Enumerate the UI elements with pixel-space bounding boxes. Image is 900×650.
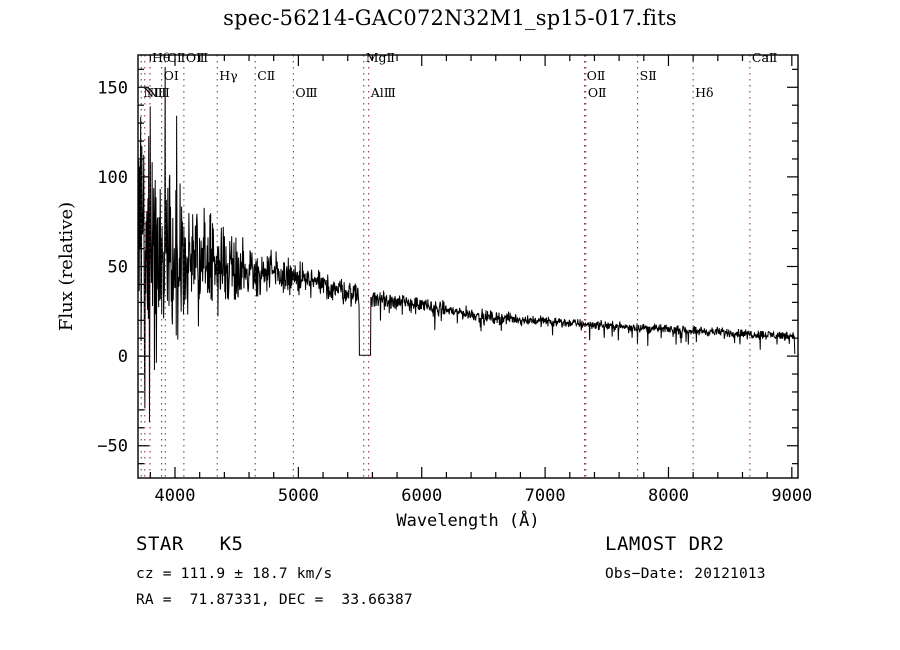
- spectral-line-label: CⅡ: [257, 68, 275, 83]
- survey-label: LAMOST DR2: [605, 533, 725, 555]
- object-type-label: STAR K5: [136, 533, 244, 555]
- y-tick-label: −50: [97, 437, 128, 457]
- y-tick-label: 0: [118, 347, 128, 367]
- y-tick-label: 150: [97, 78, 128, 98]
- spectral-line-label: OⅡ: [587, 68, 606, 83]
- x-tick-label: 4000: [155, 486, 196, 506]
- coordinates-label: RA = 71.87331, DEC = 33.66387: [136, 592, 413, 608]
- y-tick-label: 50: [108, 258, 128, 278]
- spectral-line-label: OⅡ: [588, 85, 607, 100]
- spectral-line-label: Hθ: [152, 50, 170, 65]
- footer-left-block: STAR K5 cz = 111.9 ± 18.7 km/s RA = 71.8…: [136, 533, 596, 618]
- spectral-line-label: MgⅡ: [366, 50, 395, 65]
- spectral-line-label: NⅡ: [143, 85, 162, 100]
- spectral-line-label: AlⅢ: [370, 85, 396, 100]
- x-tick-label: 6000: [401, 486, 442, 506]
- page-title: spec-56214-GAC072N32M1_sp15-017.fits: [223, 6, 677, 30]
- y-axis-title: Flux (relative): [56, 202, 77, 331]
- y-tick-label: 100: [97, 168, 128, 188]
- x-axis-ticks: 4000 5000 6000 7000 8000 9000: [149, 55, 812, 506]
- velocity-label: cz = 111.9 ± 18.7 km/s: [136, 566, 333, 582]
- footer-right-block: LAMOST DR2 Obs−Date: 20121013: [605, 533, 895, 592]
- x-tick-label: 8000: [648, 486, 689, 506]
- spectral-line-label: CⅡ: [167, 50, 185, 65]
- obs-date-label: Obs−Date: 20121013: [605, 566, 766, 582]
- spectral-line-label: NⅢ: [147, 85, 170, 100]
- spectral-line-label: CaⅡ: [752, 50, 778, 65]
- spectral-line-label: OⅠ: [164, 68, 179, 83]
- x-tick-label: 9000: [771, 486, 812, 506]
- x-axis-title: Wavelength (Å): [396, 509, 539, 531]
- x-tick-label: 5000: [278, 486, 319, 506]
- spectral-line-label: Hγ: [219, 68, 237, 83]
- spectral-line-label: OⅢ: [295, 85, 317, 100]
- spectral-line-label: Hδ: [695, 85, 713, 100]
- spectral-line-label: OⅢ: [186, 50, 208, 65]
- y-axis-ticks: −50 0 50 100 150: [97, 68, 798, 465]
- spectrum-trace: [138, 67, 796, 423]
- spectral-line-label: SⅡ: [640, 68, 657, 83]
- x-tick-label: 7000: [525, 486, 566, 506]
